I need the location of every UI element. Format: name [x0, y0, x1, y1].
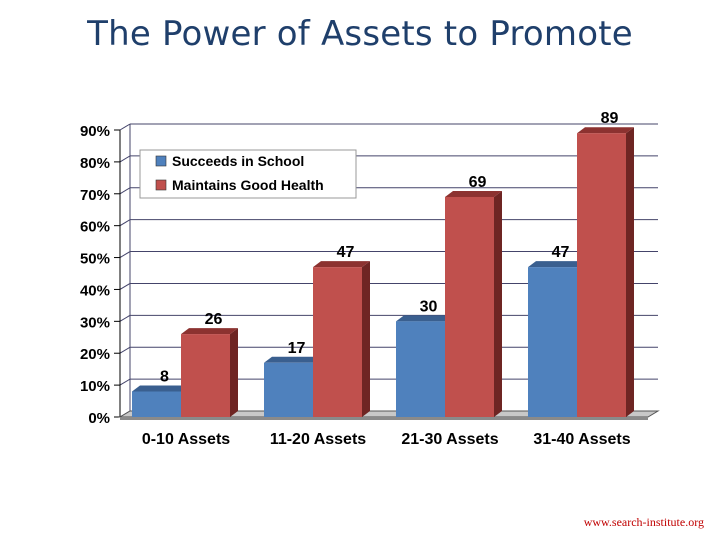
- floor-edge: [120, 417, 648, 420]
- bar-maintains-good-health: [577, 133, 626, 417]
- legend-swatch: [155, 179, 167, 191]
- y-tick-label: 70%: [80, 187, 110, 204]
- gridline-depth: [119, 219, 131, 227]
- y-tick-label: 80%: [80, 155, 110, 172]
- bar-succeeds-in-school: [396, 321, 445, 417]
- y-tick-label: 90%: [80, 123, 110, 140]
- y-tick-label: 50%: [80, 251, 110, 268]
- page-title: The Power of Assets to Promote: [87, 14, 633, 54]
- bar-side: [230, 328, 238, 417]
- gridline-depth: [119, 123, 131, 131]
- data-label: 8: [160, 368, 169, 385]
- data-label: 17: [288, 340, 306, 357]
- x-tick-label: 21-30 Assets: [401, 431, 498, 448]
- bar-top: [445, 190, 502, 197]
- y-tick-label: 20%: [80, 346, 110, 363]
- gridline-depth: [119, 155, 131, 163]
- bar-succeeds-in-school: [264, 362, 313, 417]
- bar-succeeds-in-school: [528, 267, 577, 417]
- bar-maintains-good-health: [445, 196, 494, 417]
- y-tick-label: 10%: [80, 378, 110, 395]
- legend-box: [139, 149, 357, 199]
- legend-label: Maintains Good Health: [172, 177, 324, 193]
- data-label: 69: [469, 174, 487, 191]
- data-label: 30: [420, 298, 438, 315]
- bar-top: [577, 127, 634, 134]
- bar-side: [362, 261, 370, 417]
- bar-side: [494, 190, 502, 417]
- gridline-depth: [119, 251, 131, 258]
- bar-top: [528, 261, 585, 268]
- gridline-depth: [119, 283, 131, 290]
- data-label: 47: [552, 244, 570, 261]
- gridline-depth: [119, 187, 131, 195]
- data-label: 26: [205, 311, 223, 328]
- bar-side: [626, 127, 634, 417]
- data-label: 47: [337, 244, 355, 261]
- legend-label: Succeeds in School: [172, 153, 304, 169]
- bar-maintains-good-health: [313, 267, 362, 417]
- bar-top: [396, 315, 453, 322]
- bar-top: [313, 261, 370, 268]
- x-tick-label: 11-20 Assets: [270, 431, 366, 448]
- gridline-depth: [119, 314, 131, 322]
- y-tick-label: 40%: [80, 282, 110, 299]
- source-url: www.search-institute.org: [583, 515, 704, 529]
- gridline-depth: [119, 346, 131, 354]
- x-tick-label: 0-10 Assets: [142, 431, 230, 448]
- bar-succeeds-in-school: [132, 391, 181, 417]
- bar-maintains-good-health: [181, 334, 230, 417]
- x-tick-label: 31-40 Assets: [533, 431, 630, 448]
- bar-top: [132, 385, 189, 392]
- bar-top: [181, 328, 238, 335]
- data-label: 89: [601, 110, 619, 127]
- gridline-depth: [119, 378, 131, 386]
- y-tick-label: 60%: [80, 219, 110, 236]
- bar-top: [264, 356, 321, 363]
- y-tick-label: 0%: [88, 410, 110, 427]
- legend-swatch: [155, 155, 167, 167]
- y-tick-label: 30%: [80, 314, 110, 331]
